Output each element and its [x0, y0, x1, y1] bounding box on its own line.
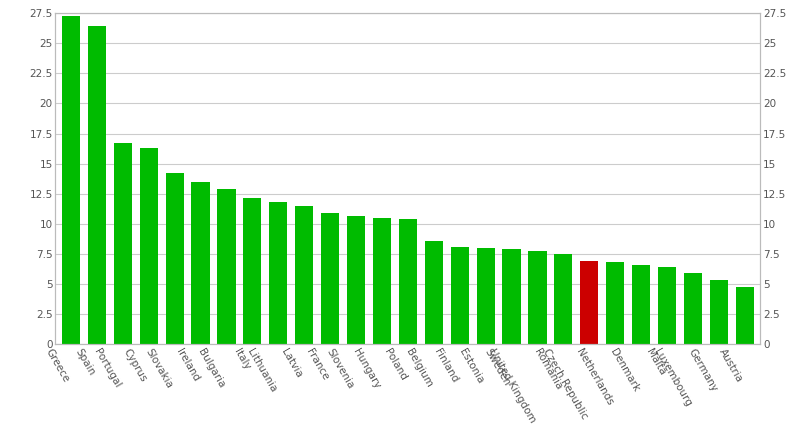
- Bar: [425, 240, 443, 344]
- Bar: [269, 202, 287, 344]
- Bar: [62, 15, 80, 344]
- Bar: [399, 219, 417, 344]
- Bar: [321, 213, 339, 344]
- Bar: [554, 254, 573, 344]
- Bar: [710, 280, 728, 344]
- Bar: [736, 288, 754, 344]
- Bar: [347, 217, 365, 344]
- Bar: [139, 148, 158, 344]
- Bar: [295, 206, 314, 344]
- Bar: [477, 248, 495, 344]
- Bar: [581, 261, 598, 344]
- Bar: [166, 173, 184, 344]
- Bar: [451, 247, 469, 344]
- Bar: [373, 218, 391, 344]
- Bar: [632, 265, 650, 344]
- Bar: [243, 198, 261, 344]
- Bar: [606, 262, 624, 344]
- Bar: [528, 251, 546, 344]
- Bar: [88, 26, 106, 344]
- Bar: [658, 267, 676, 344]
- Bar: [114, 143, 132, 344]
- Bar: [683, 273, 702, 344]
- Bar: [218, 189, 235, 344]
- Bar: [502, 249, 520, 344]
- Bar: [192, 182, 210, 344]
